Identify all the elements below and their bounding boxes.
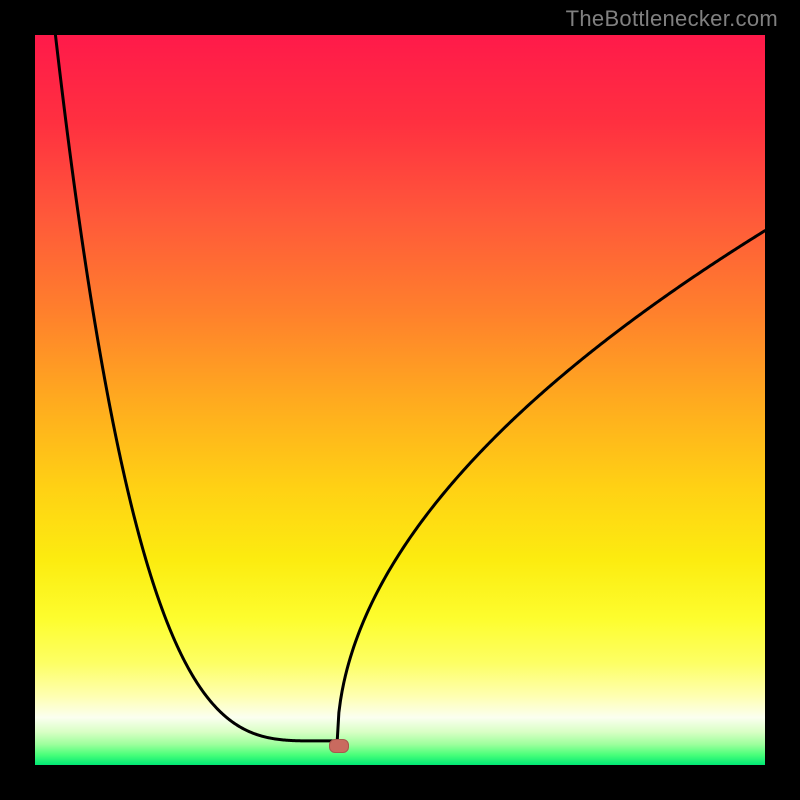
gradient-plot-area bbox=[35, 35, 765, 765]
watermark-text: TheBottlenecker.com bbox=[566, 6, 778, 32]
optimal-point-marker bbox=[329, 739, 349, 753]
chart-root: TheBottlenecker.com bbox=[0, 0, 800, 800]
